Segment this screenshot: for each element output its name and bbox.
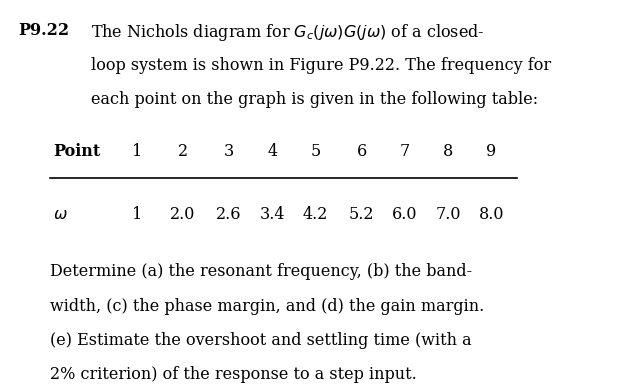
Text: 6: 6 bbox=[357, 144, 367, 161]
Text: 2.0: 2.0 bbox=[170, 206, 196, 223]
Text: 1: 1 bbox=[132, 144, 142, 161]
Text: P9.22: P9.22 bbox=[19, 22, 70, 39]
Text: $\omega$: $\omega$ bbox=[53, 206, 68, 223]
Text: 7: 7 bbox=[399, 144, 410, 161]
Text: 4.2: 4.2 bbox=[303, 206, 328, 223]
Text: 3.4: 3.4 bbox=[259, 206, 285, 223]
Text: loop system is shown in Figure P9.22. The frequency for: loop system is shown in Figure P9.22. Th… bbox=[90, 57, 551, 74]
Text: 3: 3 bbox=[224, 144, 234, 161]
Text: 6.0: 6.0 bbox=[392, 206, 418, 223]
Text: 1: 1 bbox=[132, 206, 142, 223]
Text: 8: 8 bbox=[443, 144, 453, 161]
Text: 2% criterion) of the response to a step input.: 2% criterion) of the response to a step … bbox=[50, 366, 417, 383]
Text: 2.6: 2.6 bbox=[216, 206, 242, 223]
Text: 2: 2 bbox=[178, 144, 188, 161]
Text: 9: 9 bbox=[486, 144, 496, 161]
Text: 4: 4 bbox=[268, 144, 278, 161]
Text: 7.0: 7.0 bbox=[435, 206, 461, 223]
Text: Point: Point bbox=[53, 144, 100, 161]
Text: The Nichols diagram for $G_c(j\omega)G(j\omega)$ of a closed-: The Nichols diagram for $G_c(j\omega)G(j… bbox=[90, 22, 484, 43]
Text: width, (c) the phase margin, and (d) the gain margin.: width, (c) the phase margin, and (d) the… bbox=[50, 298, 485, 314]
Text: each point on the graph is given in the following table:: each point on the graph is given in the … bbox=[90, 91, 538, 108]
Text: 5: 5 bbox=[310, 144, 321, 161]
Text: 8.0: 8.0 bbox=[479, 206, 504, 223]
Text: (e) Estimate the overshoot and settling time (with a: (e) Estimate the overshoot and settling … bbox=[50, 332, 472, 349]
Text: Determine (a) the resonant frequency, (b) the band-: Determine (a) the resonant frequency, (b… bbox=[50, 263, 472, 280]
Text: 5.2: 5.2 bbox=[349, 206, 374, 223]
